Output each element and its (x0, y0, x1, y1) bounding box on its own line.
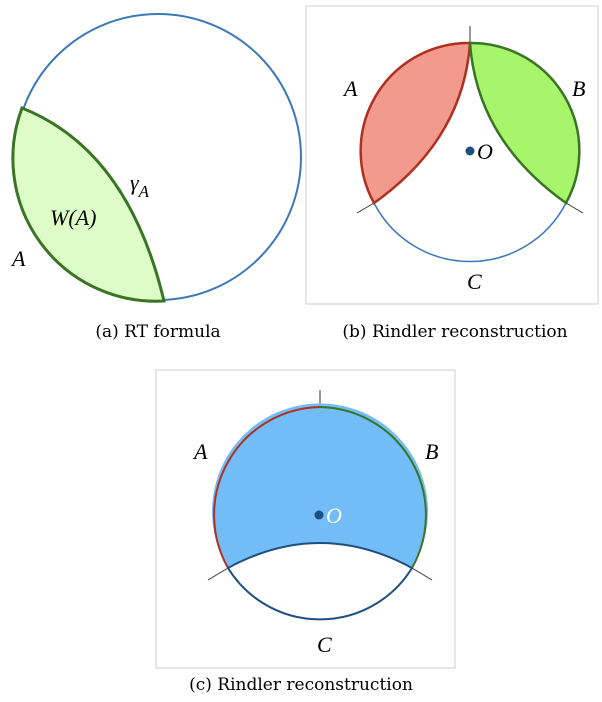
region-b-label: B (425, 439, 438, 464)
region-b-arc (319, 406, 427, 569)
entanglement-wedge (11, 106, 166, 303)
tick (356, 202, 375, 214)
tick (207, 567, 229, 581)
caption: (a) RT formula (95, 322, 220, 342)
point-label: O (326, 503, 342, 528)
region-c-label: C (317, 632, 332, 657)
tick (565, 202, 584, 214)
point-label: O (477, 139, 493, 164)
region-label: A (10, 246, 26, 271)
frame (155, 369, 456, 669)
reconstruction-region (212, 403, 429, 568)
geodesic (227, 542, 413, 569)
region-a-label: A (192, 439, 208, 464)
region-c-label: C (467, 269, 482, 294)
caption: (c) Rindler reconstruction (189, 675, 413, 695)
wedge-label: W(A) (50, 205, 96, 230)
point-dot (465, 146, 475, 156)
caption: (b) Rindler reconstruction (342, 322, 567, 342)
region-c-arc (373, 202, 567, 263)
surface-subscript: A (138, 182, 150, 201)
region-b-label: B (572, 76, 585, 101)
frame (305, 5, 599, 305)
region-a (359, 41, 472, 205)
region-a-label: A (342, 76, 358, 101)
region-b (468, 41, 581, 205)
surface-symbol: γ (130, 170, 140, 195)
point-dot (314, 510, 324, 520)
surface-label: γA (130, 170, 150, 201)
panel-b: O A B C (b) Rindler reconstruction (305, 5, 599, 342)
tick (411, 567, 433, 581)
region-a-arc (213, 406, 321, 569)
region-c-arc (227, 567, 413, 621)
panel-c: O A B C (c) Rindler reconstruction (155, 369, 456, 695)
panel-a: γA W(A) A (a) RT formula (10, 13, 302, 342)
